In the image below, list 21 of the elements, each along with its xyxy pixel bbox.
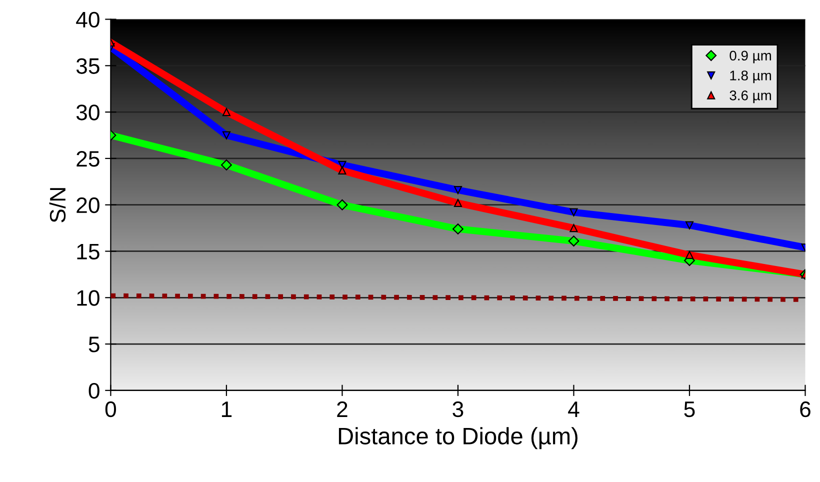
x-axis-title: Distance to Diode (µm) — [338, 427, 578, 450]
y-tick-label: 10 — [77, 290, 100, 306]
y-tick-label: 35 — [76, 58, 100, 74]
y-tick-label: 15 — [77, 244, 100, 260]
x-tick-label: 2 — [337, 401, 348, 417]
y-tick-label: 0 — [88, 382, 100, 399]
y-tick-label: 20 — [76, 197, 100, 214]
x-tick-label: 1 — [222, 402, 232, 417]
x-tick-label: 5 — [684, 402, 695, 418]
x-tick-label: 4 — [568, 402, 580, 417]
legend-label: 0.9 µm — [730, 50, 771, 64]
y-axis-title: S/N — [49, 188, 66, 222]
y-tick-label: 40 — [76, 12, 100, 28]
y-tick-label: 25 — [76, 150, 100, 167]
legend-label: 1.8 µm — [730, 70, 771, 84]
y-tick-label: 5 — [88, 336, 100, 352]
x-tick-label: 6 — [800, 401, 810, 418]
x-tick-label: 3 — [452, 401, 464, 418]
y-tick-label: 30 — [76, 104, 100, 120]
legend-label: 3.6 µm — [730, 90, 771, 104]
x-tick-label: 0 — [105, 401, 116, 418]
